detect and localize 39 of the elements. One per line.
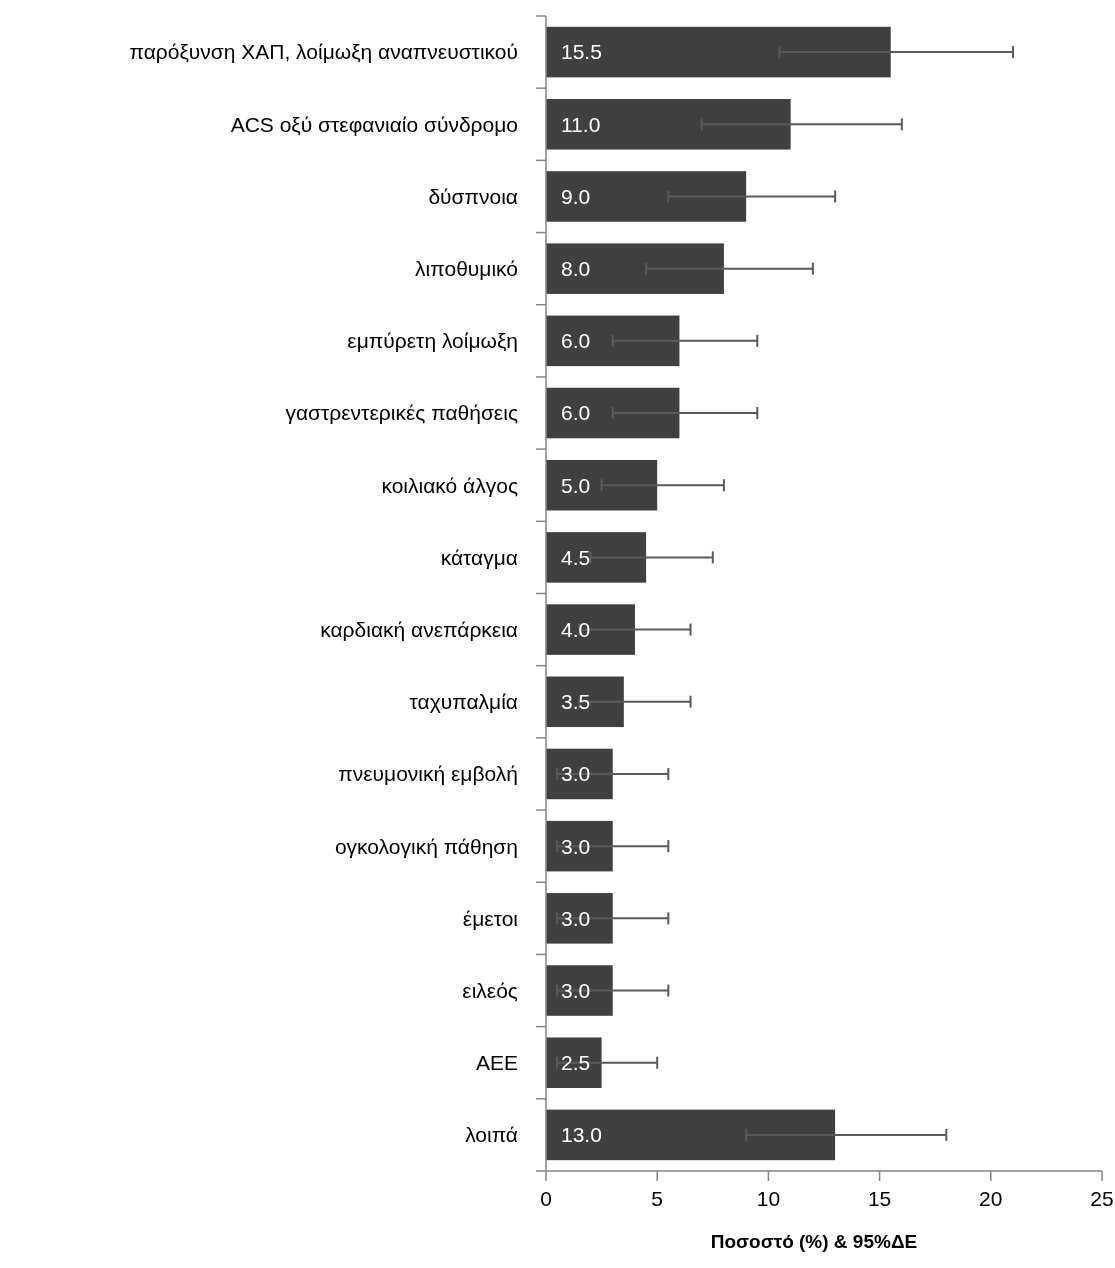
data-label: 6.0	[561, 401, 591, 425]
x-tick-label: 0	[540, 1187, 552, 1210]
y-tick-label: ΑΕΕ	[475, 1051, 518, 1075]
y-tick-label: λοιπά	[465, 1123, 518, 1147]
y-tick-label: πνευμονική εμβολή	[338, 762, 518, 786]
data-label: 9.0	[561, 184, 591, 208]
y-tick-label: παρόξυνση ΧΑΠ, λοίμωξη αναπνευστικού	[129, 40, 518, 64]
data-label: 8.0	[561, 257, 591, 281]
data-label: 15.5	[561, 40, 602, 64]
data-label: 5.0	[561, 473, 591, 497]
x-tick-label: 5	[651, 1187, 664, 1210]
y-tick-label: ογκολογική πάθηση	[334, 834, 518, 858]
data-label: 3.0	[561, 978, 591, 1002]
data-label: 3.0	[561, 834, 591, 858]
y-tick-label: ACS οξύ στεφανιαίο σύνδρομο	[230, 112, 518, 136]
y-tick-label: λιποθυμικό	[415, 257, 518, 281]
y-tick-label: κοιλιακό άλγος	[381, 473, 518, 497]
x-tick-label: 15	[867, 1187, 892, 1210]
y-tick-label: δύσπνοια	[428, 184, 518, 208]
y-tick-label: καρδιακή ανεπάρκεια	[320, 617, 518, 641]
data-label: 3.0	[561, 906, 591, 930]
y-tick-label: ταχυπαλμία	[409, 690, 518, 714]
x-axis-title: Ποσοστό (%) & 95%ΔΕ	[710, 1231, 918, 1252]
data-label: 3.0	[561, 762, 591, 786]
x-tick-label: 20	[979, 1187, 1003, 1210]
y-tick-label: γαστρεντερικές παθήσεις	[285, 401, 518, 425]
y-tick-label: ειλεός	[462, 978, 518, 1002]
data-label: 13.0	[561, 1123, 602, 1147]
data-label: 3.5	[561, 690, 591, 714]
data-label: 4.0	[561, 617, 591, 641]
data-label: 11.0	[561, 112, 601, 136]
y-tick-label: έμετοι	[462, 906, 519, 930]
data-label: 2.5	[561, 1051, 591, 1075]
data-label: 6.0	[561, 329, 591, 353]
y-tick-label: εμπύρετη λοίμωξη	[347, 329, 518, 353]
x-tick-label: 25	[1090, 1187, 1114, 1210]
data-label: 4.5	[561, 545, 591, 569]
y-tick-label: κάταγμα	[440, 545, 518, 569]
x-tick-label: 10	[756, 1187, 781, 1210]
